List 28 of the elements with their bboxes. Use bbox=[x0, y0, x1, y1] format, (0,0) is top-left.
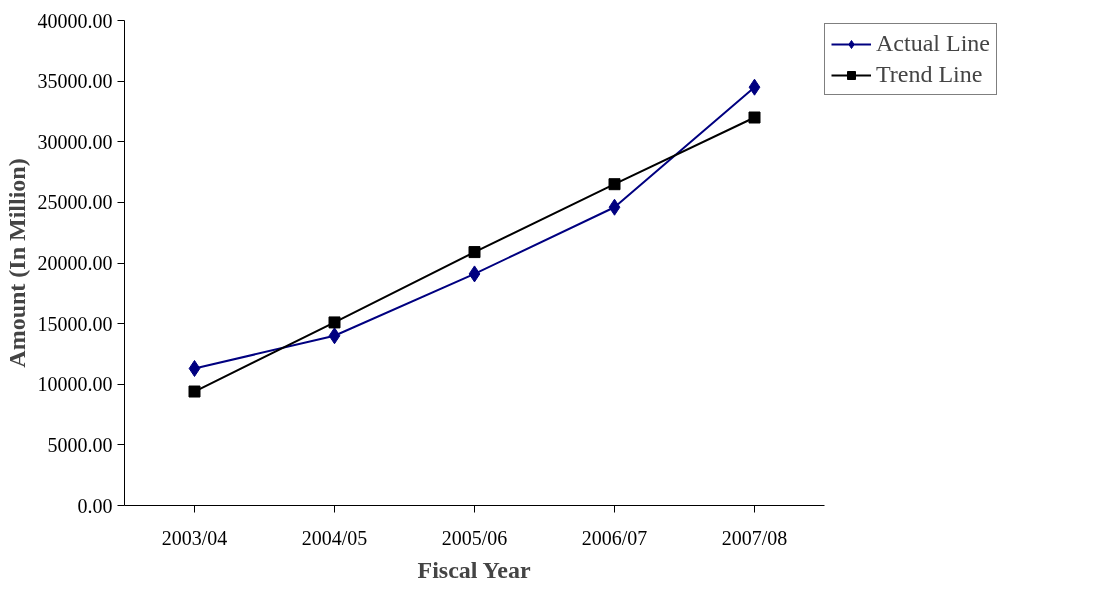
y-tick-label: 15000.00 bbox=[37, 312, 113, 335]
point bbox=[328, 316, 341, 329]
point bbox=[608, 198, 621, 216]
y-tick-label: 40000.00 bbox=[37, 9, 113, 32]
point bbox=[748, 111, 761, 124]
point bbox=[188, 385, 201, 398]
y-tick-label: 5000.00 bbox=[47, 433, 113, 456]
y-tick-label: 35000.00 bbox=[37, 70, 113, 93]
x-tick-label: 2004/05 bbox=[301, 526, 368, 549]
legend-label: Trend Line bbox=[876, 61, 983, 88]
x-tick-label: 2005/06 bbox=[441, 526, 508, 549]
x-tick-label: 2003/04 bbox=[161, 526, 228, 549]
y-tick-label: 0.00 bbox=[77, 494, 113, 517]
x-tick-label: 2006/07 bbox=[581, 526, 648, 549]
x-tick-label: 2007/08 bbox=[721, 526, 788, 549]
point bbox=[468, 246, 481, 259]
y-tick-label: 20000.00 bbox=[37, 252, 113, 274]
y-axis-title: Amount (In Million) bbox=[3, 158, 30, 368]
point bbox=[608, 178, 621, 191]
y-tick-label: 25000.00 bbox=[37, 191, 113, 214]
point bbox=[748, 78, 761, 96]
point bbox=[328, 327, 341, 345]
x-axis-title: Fiscal Year bbox=[417, 556, 531, 583]
y-tick-label: 10000.00 bbox=[37, 373, 113, 396]
legend-label: Actual Line bbox=[876, 30, 990, 57]
point bbox=[468, 265, 481, 283]
y-tick-label: 30000.00 bbox=[37, 130, 113, 153]
point bbox=[188, 359, 201, 377]
